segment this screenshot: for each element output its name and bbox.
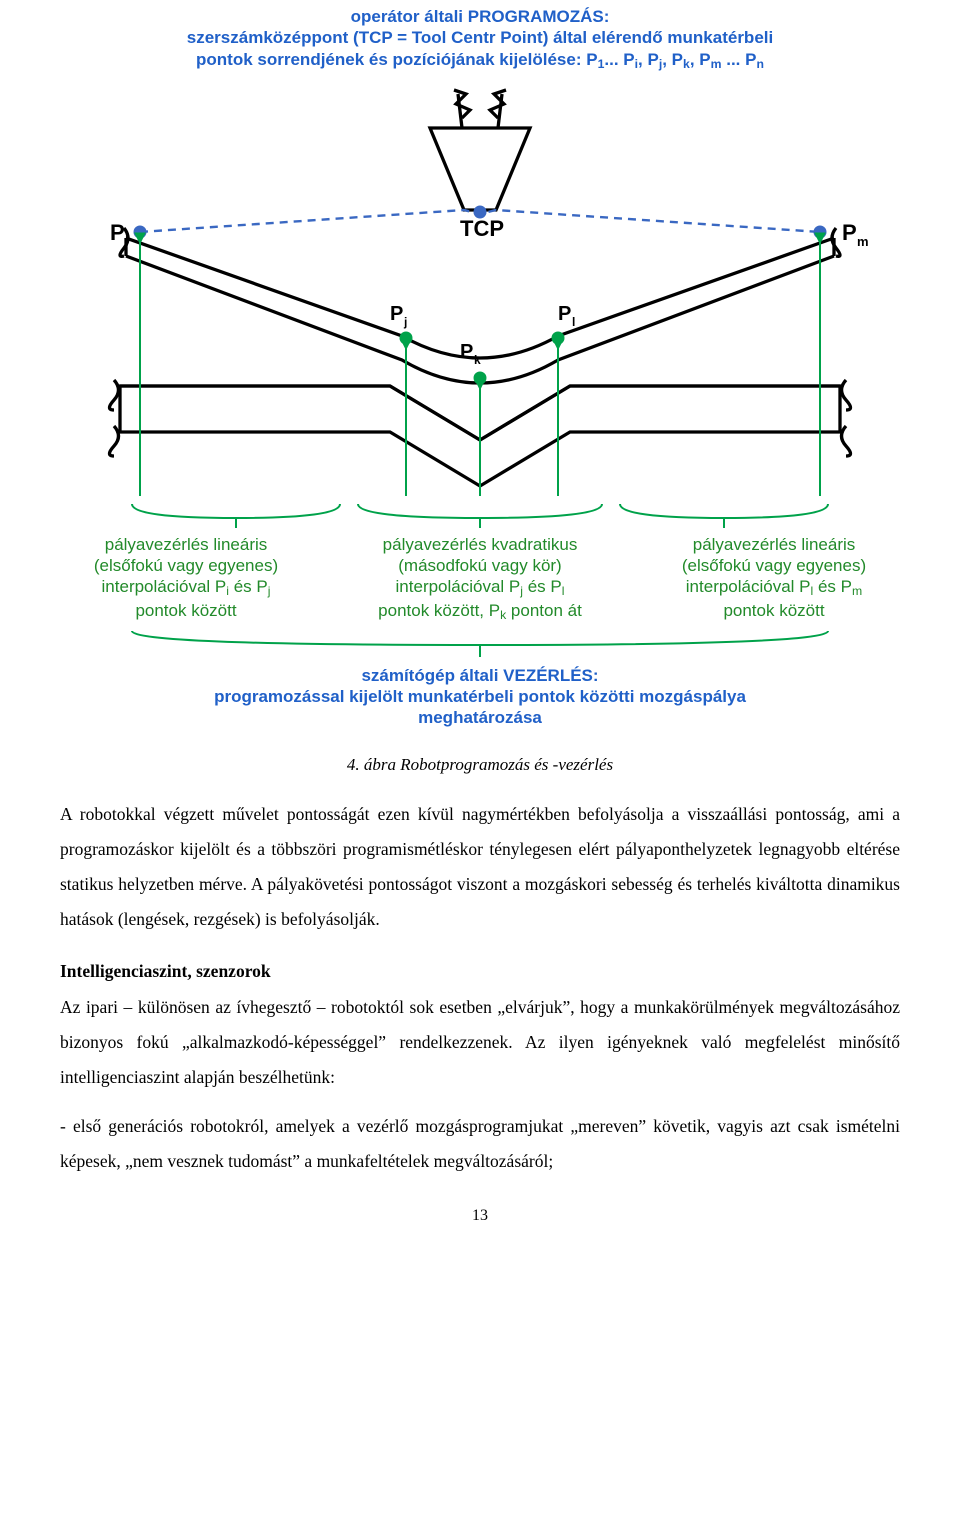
bottom-line-1: számítógép általi VEZÉRLÉS: [60,665,900,686]
svg-text:P: P [460,341,473,363]
bottom-brace [60,627,900,661]
paragraph-first-gen: - első generációs robotokról, amelyek a … [60,1109,900,1179]
tool-punch [430,90,530,210]
figure-caption: 4. ábra Robotprogramozás és -vezérlés [60,755,900,775]
paragraph-intelligence: Az ipari – különösen az ívhegesztő – rob… [60,990,900,1095]
column-top-braces [60,500,900,534]
column-descriptions: pályavezérlés lineáris(elsőfokú vagy egy… [60,534,900,623]
svg-text:k: k [474,353,481,367]
paragraph-accuracy: A robotokkal végzett művelet pontosságát… [60,797,900,937]
svg-text:P: P [110,220,125,245]
svg-text:P: P [842,220,857,245]
page-number: 13 [60,1207,900,1225]
svg-text:m: m [857,234,869,249]
bottom-line-2: programozással kijelölt munkatérbeli pon… [60,686,900,707]
bottom-line-3: meghatározása [60,707,900,728]
programming-header: operátor általi PROGRAMOZÁS: szerszámköz… [60,6,900,72]
svg-text:P: P [558,303,571,325]
top-line-2: szerszámközéppont (TCP = Tool Centr Poin… [60,27,900,48]
col-left: pályavezérlés lineáris(elsőfokú vagy egy… [60,534,312,623]
svg-text:l: l [572,315,575,329]
control-footer: számítógép általi VEZÉRLÉS: programozáss… [60,665,900,729]
col-right: pályavezérlés lineáris(elsőfokú vagy egy… [648,534,900,623]
svg-text:TCP: TCP [460,216,504,241]
col-mid: pályavezérlés kvadratikus(másodfokú vagy… [354,534,606,623]
section-title-sensors: Intelligenciaszint, szenzorok [60,961,900,982]
svg-text:P: P [390,303,403,325]
svg-text:j: j [403,315,407,329]
top-line-3: pontok sorrendjének és pozíciójának kije… [60,49,900,72]
robot-diagram: P i P m TCP P j P k P l [60,80,900,500]
svg-text:i: i [125,234,129,249]
top-line-1: operátor általi PROGRAMOZÁS: [60,6,900,27]
